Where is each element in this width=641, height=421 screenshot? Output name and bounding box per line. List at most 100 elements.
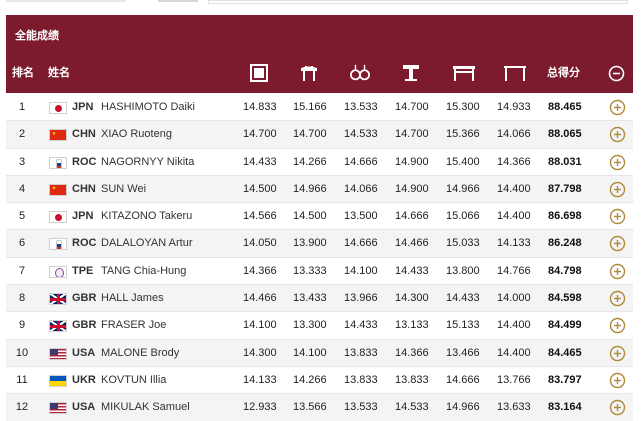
expand-row-icon[interactable] [609, 345, 626, 362]
table-row: 12 USA MIKULAK Samuel 12.933 13.566 13.5… [6, 394, 633, 421]
athlete-name: XIAO Ruoteng [101, 128, 172, 141]
expand-row-icon[interactable] [609, 99, 626, 116]
vault-score: 14.433 [395, 264, 429, 277]
floor-score: 14.433 [243, 155, 277, 168]
country-code: TPE [72, 264, 94, 277]
roc-flag-icon [49, 238, 67, 251]
roc-flag-icon [49, 156, 67, 169]
horizontal-bar-score: 14.400 [497, 346, 531, 359]
table-row: 10 USA MALONE Brody 14.300 14.100 13.833… [6, 339, 633, 367]
pommel-horse-score: 14.966 [293, 182, 327, 195]
pommel-horse-score: 13.900 [293, 237, 327, 250]
vault-score: 13.133 [395, 319, 429, 332]
pommel-horse-icon [301, 66, 317, 81]
table-row: 3 ROC NAGORNYY Nikita 14.433 14.266 14.6… [6, 149, 633, 176]
athlete-name: TANG Chia-Hung [101, 264, 187, 277]
country-code: CHN [72, 128, 96, 141]
table-row: 5 JPN KITAZONO Takeru 14.566 14.500 13.5… [6, 203, 633, 231]
athlete-name: DALALOYAN Artur [101, 237, 193, 250]
country-code: JPN [72, 101, 94, 113]
panel-title-bar: 全能成绩 [6, 15, 633, 53]
parallel-bars-score: 15.133 [446, 319, 480, 332]
china-flag-icon [49, 183, 67, 196]
rank-cell: 4 [18, 182, 26, 195]
floor-score: 14.300 [243, 346, 277, 359]
rank-cell: 8 [18, 292, 26, 305]
pommel-horse-score: 14.266 [293, 155, 327, 168]
table-row: 2 CHN XIAO Ruoteng 14.700 14.700 14.533 … [6, 121, 633, 149]
rings-score: 14.666 [344, 155, 378, 168]
country-code: UKR [72, 373, 96, 386]
vault-score: 14.700 [395, 128, 429, 141]
athlete-name: HASHIMOTO Daiki [101, 101, 195, 113]
expand-row-icon[interactable] [609, 235, 626, 252]
country-code: USA [72, 346, 96, 359]
horizontal-bar-score: 14.400 [497, 182, 531, 195]
table-row: 4 CHN SUN Wei 14.500 14.966 14.066 14.90… [6, 175, 633, 204]
total-score: 84.465 [548, 346, 582, 359]
parallel-bars-score: 15.300 [446, 101, 480, 113]
panel-title: 全能成绩 [15, 30, 59, 42]
country-code: ROC [72, 237, 97, 250]
total-score: 86.248 [548, 237, 582, 250]
floor-exercise-icon [250, 64, 268, 82]
country-code: ROC [72, 155, 97, 168]
parallel-bars-score: 15.366 [446, 128, 480, 141]
floor-score: 12.933 [243, 401, 277, 414]
rank-cell: 11 [16, 373, 28, 386]
country-code: JPN [72, 210, 94, 223]
collapse-all-icon[interactable] [608, 65, 625, 82]
vault-score: 14.700 [395, 101, 429, 113]
expand-row-icon[interactable] [609, 154, 626, 171]
floor-score: 14.100 [243, 319, 277, 332]
rings-score: 13.533 [344, 101, 378, 113]
pommel-horse-score: 14.100 [293, 346, 327, 359]
expand-row-icon[interactable] [609, 372, 626, 389]
pommel-horse-score: 14.266 [293, 373, 327, 386]
expand-row-icon[interactable] [609, 263, 626, 280]
rank-cell: 2 [18, 128, 26, 141]
expand-row-icon[interactable] [609, 399, 626, 416]
rank-cell: 1 [18, 101, 26, 113]
rank-column-header: 排名 [12, 67, 34, 79]
expand-row-icon[interactable] [609, 181, 626, 198]
athlete-name: MIKULAK Samuel [101, 401, 190, 414]
great-britain-flag-icon [49, 293, 67, 306]
floor-score: 14.050 [243, 237, 277, 250]
expand-row-icon[interactable] [609, 317, 626, 334]
rank-cell: 3 [18, 155, 26, 168]
vault-score: 14.900 [395, 155, 429, 168]
athlete-name: KOVTUN Illia [101, 373, 167, 386]
tab-underline [6, 0, 126, 2]
table-row: 9 GBR FRASER Joe 14.100 13.300 14.433 13… [6, 312, 633, 340]
vault-icon [403, 65, 419, 81]
expand-row-icon[interactable] [609, 126, 626, 143]
results-table-body: 1 JPN HASHIMOTO Daiki 14.833 15.166 13.5… [6, 94, 633, 421]
expand-row-icon[interactable] [609, 208, 626, 225]
country-code: GBR [72, 292, 97, 305]
total-score: 88.065 [548, 128, 582, 141]
rings-score: 14.100 [344, 264, 378, 277]
ukraine-flag-icon [49, 374, 67, 387]
horizontal-bar-score: 14.400 [497, 319, 531, 332]
still-rings-icon [350, 64, 370, 81]
rank-cell: 10 [15, 346, 29, 359]
total-score: 88.465 [548, 101, 582, 113]
rings-score: 14.666 [344, 237, 378, 250]
total-score: 86.698 [548, 210, 582, 223]
parallel-bars-score: 14.666 [446, 373, 480, 386]
pommel-horse-score: 13.566 [293, 401, 327, 414]
rank-cell: 9 [18, 319, 26, 332]
total-score: 83.164 [548, 401, 582, 414]
great-britain-flag-icon [49, 320, 67, 333]
rings-score: 13.833 [344, 346, 378, 359]
parallel-bars-score: 14.433 [446, 292, 480, 305]
usa-flag-icon [49, 347, 67, 360]
total-score: 84.798 [548, 264, 582, 277]
table-row: 6 ROC DALALOYAN Artur 14.050 13.900 14.6… [6, 230, 633, 258]
parallel-bars-score: 15.400 [446, 155, 480, 168]
pommel-horse-score: 13.300 [293, 319, 327, 332]
expand-row-icon[interactable] [609, 290, 626, 307]
horizontal-bar-score: 14.366 [497, 155, 531, 168]
japan-flag-icon [49, 211, 67, 224]
